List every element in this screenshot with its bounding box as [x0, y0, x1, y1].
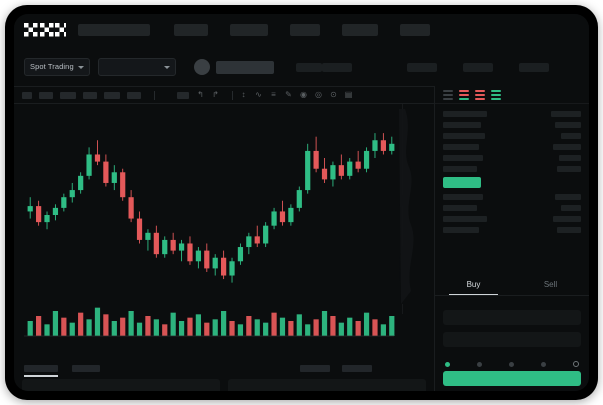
orderbook-rows[interactable] — [435, 104, 589, 234]
orderbook-sell-icon[interactable] — [475, 89, 485, 100]
trading-mode-select[interactable]: Spot Trading — [24, 58, 90, 76]
orderbook-row — [443, 142, 581, 151]
orderbook-row — [443, 164, 581, 173]
orderbook-row — [443, 225, 581, 234]
chart-type-button[interactable] — [177, 91, 189, 99]
orderbook-buy-icon[interactable] — [491, 89, 501, 100]
stat-change — [322, 62, 352, 72]
trash-icon[interactable]: ▤ — [344, 90, 353, 99]
orderbook-both-icon[interactable] — [443, 89, 453, 100]
slider-dot-50[interactable] — [509, 361, 514, 367]
nav-item-3[interactable] — [290, 24, 320, 36]
tab-order-history[interactable] — [72, 364, 100, 372]
undo-icon[interactable]: ↰ — [197, 90, 204, 99]
active-tab-underline — [24, 375, 58, 377]
stat-24h-high — [407, 62, 437, 72]
tablet-device-frame: Spot Trading — [5, 5, 598, 400]
candle-series — [27, 133, 395, 336]
slider-dot-25[interactable] — [477, 361, 482, 367]
redo-icon[interactable]: ↱ — [212, 90, 219, 99]
magnet-icon[interactable]: ◉ — [300, 90, 307, 99]
interval-15m-button[interactable] — [39, 91, 53, 99]
price-axis — [402, 104, 434, 314]
orderbook-row — [443, 214, 581, 223]
chevron-down-icon — [164, 65, 170, 69]
orderbook-row — [443, 109, 581, 118]
price-input[interactable] — [443, 310, 581, 325]
eye-icon[interactable]: ◎ — [315, 90, 322, 99]
toolbar-divider — [154, 90, 155, 100]
lock-icon[interactable]: ⊙ — [330, 90, 337, 99]
slider-dot-75[interactable] — [541, 361, 546, 367]
stat-24h-volume — [519, 62, 549, 72]
nav-item-5[interactable] — [400, 24, 430, 36]
stat-24h-low — [463, 62, 493, 72]
fib-icon[interactable]: ≡ — [271, 90, 276, 99]
panel-left[interactable] — [22, 379, 220, 391]
tab-sell-label: Sell — [543, 280, 558, 289]
panel-right[interactable] — [228, 379, 426, 391]
nav-item-2[interactable] — [230, 24, 268, 36]
chevron-down-icon — [77, 65, 84, 69]
interval-more-button[interactable] — [127, 91, 141, 99]
interval-4h-button[interactable] — [83, 91, 97, 99]
orderbook-row — [443, 203, 581, 212]
coin-avatar-icon — [194, 59, 210, 75]
tab-open-orders[interactable] — [24, 364, 58, 372]
orderbook-mixed-icon[interactable] — [459, 89, 469, 100]
buy-sell-tabs: Buy Sell — [435, 274, 589, 296]
candlestick-svg — [24, 133, 395, 337]
nav-item-4[interactable] — [342, 24, 378, 36]
trendline-icon[interactable]: ∿ — [255, 90, 262, 99]
tab-buy[interactable]: Buy — [435, 274, 512, 295]
chart-footer-tabs — [14, 359, 434, 377]
nav-search-placeholder[interactable] — [78, 24, 150, 36]
interval-1h-button[interactable] — [60, 91, 76, 99]
tab-assets[interactable] — [300, 364, 330, 372]
spread-price-highlight — [443, 177, 481, 188]
top-navigation-bar — [14, 14, 589, 46]
app-screen: Spot Trading — [14, 14, 589, 391]
trading-mode-label: Spot Trading — [30, 62, 74, 72]
slider-dot-0[interactable] — [445, 361, 450, 367]
place-buy-order-button[interactable] — [443, 371, 581, 386]
chart-toolbar: ↰ ↱ ↕ ∿ ≡ ✎ ◉ ◎ ⊙ ▤ — [14, 86, 434, 104]
slider-dot-100[interactable] — [573, 361, 579, 367]
market-sub-header: Spot Trading — [14, 50, 589, 84]
orderbook-header — [435, 86, 589, 104]
brush-icon[interactable]: ✎ — [285, 90, 292, 99]
orderbook-row — [443, 153, 581, 162]
tab-settings[interactable] — [342, 364, 372, 372]
interval-1m-button[interactable] — [22, 91, 32, 99]
amount-slider[interactable] — [435, 361, 589, 367]
tab-sell[interactable]: Sell — [512, 274, 589, 295]
toolbar-divider-2 — [232, 90, 233, 100]
bottom-panels — [14, 379, 434, 391]
stat-last-price — [296, 62, 322, 72]
orderbook-row — [443, 192, 581, 201]
nav-item-1[interactable] — [174, 24, 208, 36]
order-form — [435, 303, 589, 347]
orderbook-row — [443, 120, 581, 129]
orderbook-panel: Buy Sell — [434, 86, 589, 391]
interval-1d-button[interactable] — [104, 91, 120, 99]
cursor-icon[interactable]: ↕ — [241, 90, 246, 99]
price-chart[interactable] — [14, 104, 434, 359]
tab-buy-label: Buy — [466, 280, 481, 289]
trading-pair-select[interactable] — [98, 58, 176, 76]
orderbook-row — [443, 131, 581, 140]
ticker-symbol — [216, 60, 274, 74]
okx-logo-icon[interactable] — [24, 23, 66, 37]
amount-input[interactable] — [443, 332, 581, 347]
